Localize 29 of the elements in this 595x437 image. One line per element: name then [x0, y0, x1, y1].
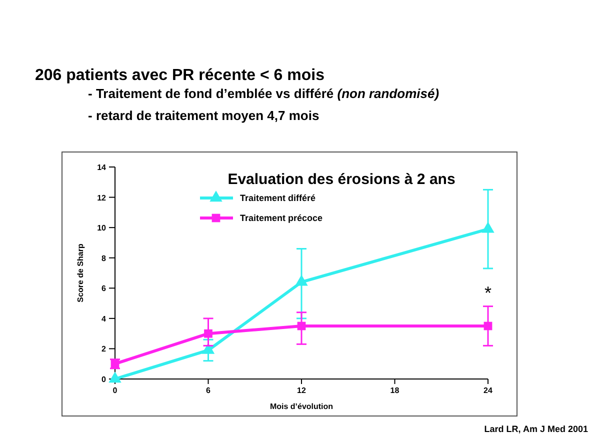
y-tick-label: 8 [102, 254, 107, 263]
x-axis-title: Mois d’évolution [270, 402, 334, 411]
annotation: * [484, 283, 492, 303]
text: - Traitement de fond d’emblée vs différé (non randomisé) [88, 86, 440, 101]
y-tick-label: 14 [97, 163, 107, 172]
point [295, 274, 308, 286]
y-tick-label: 12 [97, 193, 107, 202]
point [484, 322, 492, 330]
point [110, 360, 120, 368]
y-tick-label: 6 [102, 284, 107, 294]
x-tick-label: 24 [484, 386, 493, 395]
x-tick-label: 6 [206, 386, 212, 395]
x-tick-label: 12 [297, 386, 306, 395]
chart-subtitle: 206 patients avec PR récente < 6 mois [35, 67, 325, 84]
y-tick-label: 2 [102, 344, 107, 354]
legend-label: Traitement différé [240, 193, 316, 203]
point [204, 329, 212, 338]
point [297, 322, 306, 330]
y-tick-label: 10 [97, 224, 107, 233]
point [482, 222, 494, 233]
y-tick-label: 0 [102, 375, 107, 384]
x-tick-label: 0 [112, 386, 118, 395]
chart-title: Evaluation des érosions à 2 ans [228, 171, 456, 188]
y-tick-label: 4 [102, 314, 107, 324]
text: - retard de traitement moyen 4,7 mois [88, 108, 320, 123]
legend-label: Traitement précoce [240, 213, 323, 223]
text: Lard LR, Am J Med 2001 [484, 424, 588, 434]
x-tick-label: 18 [390, 386, 400, 395]
y-axis-title: Score de Sharp [76, 244, 85, 302]
